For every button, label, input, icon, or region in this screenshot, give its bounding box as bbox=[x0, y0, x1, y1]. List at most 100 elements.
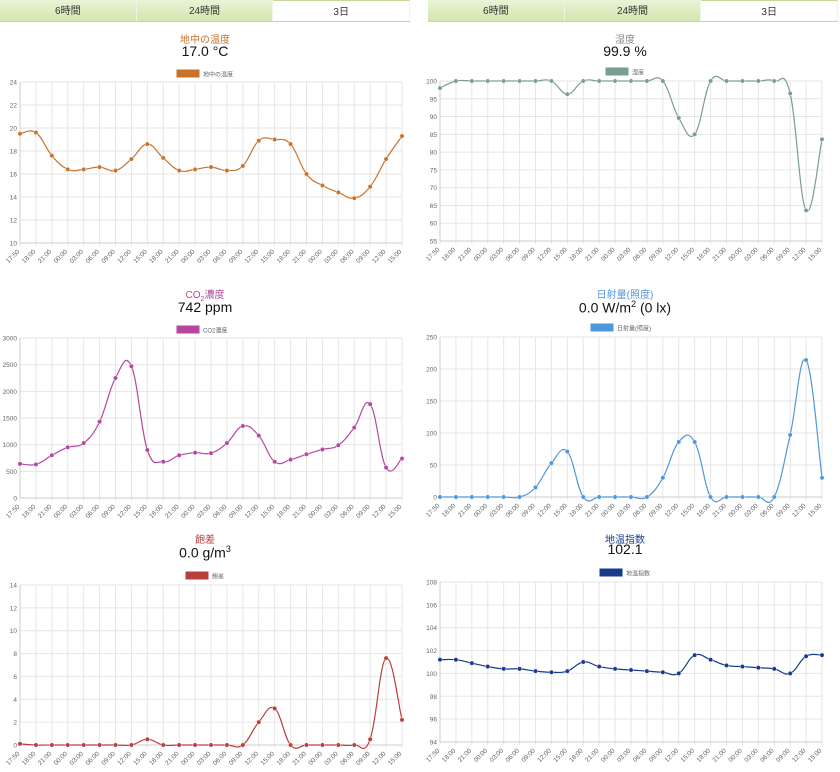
x-tick-label: 09:00 bbox=[648, 747, 665, 764]
x-tick-label: 12:00 bbox=[116, 503, 133, 520]
x-tick-label: 21:00 bbox=[584, 246, 601, 263]
data-point bbox=[367, 184, 373, 190]
x-tick-label: 03:00 bbox=[323, 248, 340, 265]
data-point bbox=[176, 742, 182, 748]
legend-label: 地温指数 bbox=[626, 570, 650, 578]
x-tick-label: 21:00 bbox=[711, 246, 728, 263]
data-point bbox=[708, 78, 713, 84]
y-tick-label: 150 bbox=[426, 399, 437, 406]
data-point bbox=[320, 742, 325, 748]
x-tick-label: 18:00 bbox=[276, 503, 293, 520]
x-tick-label: 18:00 bbox=[148, 248, 165, 265]
x-tick-label: 00:00 bbox=[473, 246, 490, 263]
x-tick-label: 15:00 bbox=[132, 248, 149, 265]
data-point bbox=[644, 668, 650, 674]
y-tick-label: 0 bbox=[13, 496, 17, 503]
data-point bbox=[17, 131, 23, 137]
humidity-chart: 湿度 99.9 % 湿度 55 60 65 70 75 80 85 90 95 100 17:50 18… bbox=[420, 0, 830, 270]
y-tick-label: 2000 bbox=[3, 389, 18, 396]
data-point bbox=[787, 671, 793, 676]
data-point bbox=[399, 456, 405, 461]
y-tick-label: 104 bbox=[426, 625, 437, 632]
x-tick-label: 18:00 bbox=[441, 246, 458, 263]
data-point bbox=[819, 136, 825, 142]
x-tick-label: 03:00 bbox=[616, 747, 633, 764]
data-point bbox=[49, 452, 55, 458]
tab-24h[interactable]: 24時間 bbox=[564, 0, 702, 21]
tab-3d[interactable]: 3日 bbox=[273, 0, 411, 21]
x-tick-label: 03:00 bbox=[489, 502, 506, 519]
x-tick-label: 06:00 bbox=[339, 248, 356, 265]
x-tick-label: 09:00 bbox=[520, 246, 537, 263]
data-point bbox=[399, 717, 405, 723]
x-tick-label: 21:00 bbox=[37, 503, 54, 520]
data-point bbox=[240, 163, 246, 169]
data-point bbox=[208, 450, 214, 456]
x-tick-label: 15:00 bbox=[387, 750, 404, 767]
data-point bbox=[740, 664, 745, 669]
x-tick-label: 06:00 bbox=[632, 747, 649, 764]
data-point bbox=[65, 166, 71, 172]
x-tick-label: 15:00 bbox=[680, 502, 697, 519]
humidity-deficit-chart: 飽差 0.0 g/m3 飽差 0 2 4 6 8 10 12 14 17:50 18:00 21:00… bbox=[0, 520, 410, 772]
data-point bbox=[740, 78, 745, 84]
tab-24h[interactable]: 24時間 bbox=[136, 0, 274, 21]
data-point bbox=[485, 78, 491, 84]
data-point bbox=[660, 475, 666, 481]
y-tick-label: 70 bbox=[430, 185, 438, 192]
x-tick-label: 21:00 bbox=[291, 248, 308, 265]
tab-6h[interactable]: 6時間 bbox=[0, 0, 137, 21]
data-point bbox=[240, 423, 246, 429]
x-tick-label: 18:00 bbox=[21, 750, 38, 767]
x-tick-label: 18:00 bbox=[276, 248, 293, 265]
x-tick-label: 03:00 bbox=[196, 750, 213, 767]
x-tick-label: 03:00 bbox=[196, 248, 213, 265]
data-point bbox=[644, 494, 650, 500]
data-point bbox=[160, 459, 166, 465]
x-tick-label: 09:00 bbox=[228, 750, 245, 767]
data-point bbox=[437, 85, 443, 91]
x-tick-label: 06:00 bbox=[85, 248, 102, 265]
data-point bbox=[33, 742, 39, 748]
data-point bbox=[17, 461, 23, 467]
y-tick-label: 0 bbox=[13, 743, 17, 750]
x-tick-label: 12:00 bbox=[371, 248, 388, 265]
data-point bbox=[383, 156, 389, 162]
x-tick-label: 09:00 bbox=[100, 503, 117, 520]
y-tick-label: 18 bbox=[10, 149, 18, 156]
data-point bbox=[176, 452, 182, 458]
chart-current-value: 102.1 bbox=[607, 541, 643, 557]
data-point bbox=[517, 78, 522, 84]
data-point bbox=[97, 419, 102, 425]
data-point bbox=[160, 155, 166, 161]
y-tick-label: 60 bbox=[430, 221, 438, 228]
y-tick-label: 200 bbox=[426, 367, 437, 374]
x-tick-label: 06:00 bbox=[85, 750, 102, 767]
data-point bbox=[129, 156, 134, 162]
y-tick-label: 6 bbox=[13, 674, 17, 681]
data-point bbox=[208, 742, 214, 748]
y-tick-label: 55 bbox=[430, 239, 438, 246]
x-tick-label: 03:00 bbox=[616, 502, 633, 519]
x-tick-label: 09:00 bbox=[775, 747, 792, 764]
x-tick-label: 15:00 bbox=[807, 246, 824, 263]
x-tick-label: 21:00 bbox=[164, 503, 181, 520]
x-tick-label: 00:00 bbox=[180, 750, 197, 767]
ground-index-chart: 地温指数 102.1 地温指数 94 96 98 100 102 104 106 108 17:5… bbox=[420, 520, 830, 772]
x-tick-label: 12:00 bbox=[664, 747, 681, 764]
x-tick-label: 18:00 bbox=[696, 502, 713, 519]
data-point bbox=[256, 138, 262, 144]
y-tick-label: 102 bbox=[426, 648, 437, 655]
x-tick-label: 17:50 bbox=[425, 502, 442, 519]
data-point bbox=[819, 475, 825, 481]
x-tick-label: 09:00 bbox=[648, 246, 665, 263]
x-tick-label: 03:00 bbox=[489, 246, 506, 263]
tab-6h[interactable]: 6時間 bbox=[428, 0, 565, 21]
data-point bbox=[272, 137, 278, 142]
data-point bbox=[628, 494, 634, 500]
x-tick-label: 00:00 bbox=[307, 750, 324, 767]
x-tick-label: 12:00 bbox=[244, 750, 261, 767]
tab-3d[interactable]: 3日 bbox=[701, 0, 839, 21]
data-point bbox=[644, 78, 650, 84]
